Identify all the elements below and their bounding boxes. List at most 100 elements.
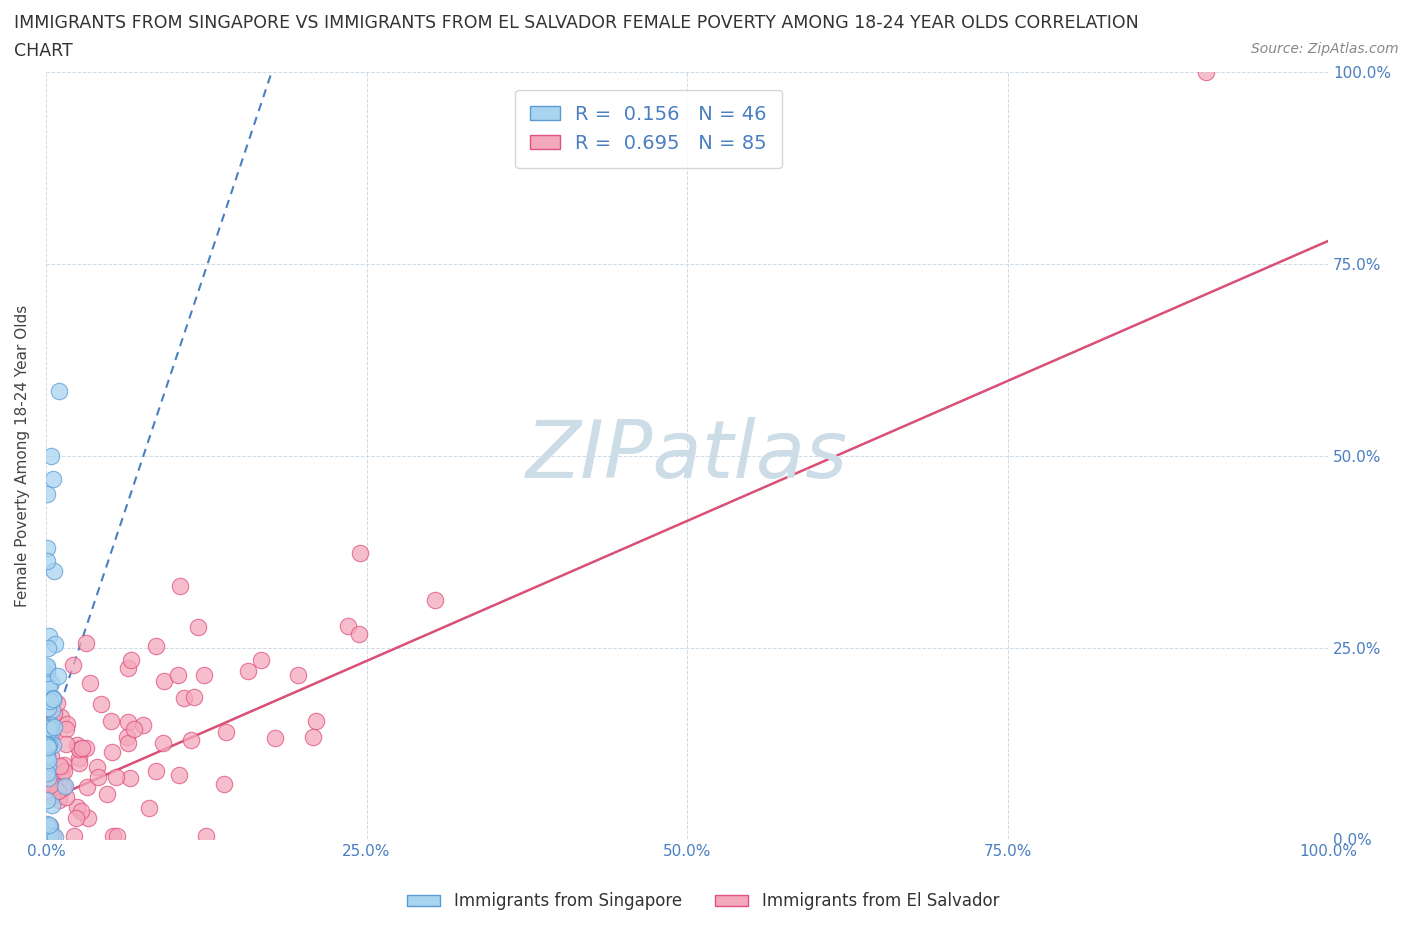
- Point: [38, 817, 60, 832]
- Point: [53, 764, 76, 778]
- Point: [90, 697, 112, 711]
- Point: [52, 780, 75, 795]
- Point: [42, 828, 65, 843]
- Point: [153, 674, 176, 689]
- Point: [37, 824, 59, 839]
- Legend: Immigrants from Singapore, Immigrants from El Salvador: Immigrants from Singapore, Immigrants fr…: [401, 885, 1005, 917]
- Point: [105, 828, 128, 843]
- Point: [39, 675, 62, 690]
- Point: [87, 770, 110, 785]
- Point: [35, 540, 58, 555]
- Point: [337, 618, 360, 633]
- Point: [35, 737, 58, 752]
- Point: [152, 736, 174, 751]
- Point: [38, 818, 60, 833]
- Point: [38, 629, 60, 644]
- Point: [79, 675, 101, 690]
- Point: [66, 800, 89, 815]
- Point: [38, 730, 60, 745]
- Point: [41, 798, 63, 813]
- Point: [183, 690, 205, 705]
- Point: [62, 658, 84, 672]
- Point: [76, 779, 98, 794]
- Point: [48, 383, 70, 398]
- Point: [44, 779, 66, 794]
- Point: [41, 703, 63, 718]
- Point: [41, 692, 63, 707]
- Point: [67, 755, 90, 770]
- Point: [39, 694, 62, 709]
- Point: [46, 668, 69, 683]
- Point: [305, 713, 328, 728]
- Point: [302, 729, 325, 744]
- Point: [37, 739, 59, 754]
- Point: [48, 759, 70, 774]
- Point: [35, 658, 58, 673]
- Text: Source: ZipAtlas.com: Source: ZipAtlas.com: [1251, 42, 1399, 56]
- Point: [35, 749, 58, 764]
- Point: [100, 714, 122, 729]
- Point: [37, 758, 59, 773]
- Point: [35, 660, 58, 675]
- Point: [63, 828, 86, 843]
- Point: [37, 720, 59, 735]
- Y-axis label: Female Poverty Among 18-24 Year Olds: Female Poverty Among 18-24 Year Olds: [15, 305, 30, 607]
- Point: [169, 578, 191, 593]
- Text: CHART: CHART: [14, 42, 73, 60]
- Point: [44, 830, 66, 844]
- Point: [187, 619, 209, 634]
- Point: [42, 719, 65, 734]
- Point: [86, 760, 108, 775]
- Point: [70, 740, 93, 755]
- Point: [46, 696, 69, 711]
- Point: [118, 771, 141, 786]
- Point: [42, 564, 65, 578]
- Point: [55, 722, 77, 737]
- Point: [53, 778, 76, 793]
- Point: [75, 635, 97, 650]
- Point: [56, 717, 79, 732]
- Point: [55, 790, 77, 804]
- Point: [41, 749, 63, 764]
- Point: [180, 732, 202, 747]
- Text: ZIPatlas: ZIPatlas: [526, 417, 848, 495]
- Point: [122, 722, 145, 737]
- Point: [195, 828, 218, 843]
- Point: [250, 652, 273, 667]
- Point: [39, 448, 62, 463]
- Point: [117, 661, 139, 676]
- Point: [287, 668, 309, 683]
- Text: IMMIGRANTS FROM SINGAPORE VS IMMIGRANTS FROM EL SALVADOR FEMALE POVERTY AMONG 18: IMMIGRANTS FROM SINGAPORE VS IMMIGRANTS …: [14, 14, 1139, 32]
- Point: [39, 718, 62, 733]
- Point: [65, 810, 87, 825]
- Point: [263, 731, 285, 746]
- Point: [39, 820, 62, 835]
- Point: [42, 472, 65, 486]
- Point: [67, 751, 90, 766]
- Point: [70, 804, 93, 818]
- Point: [38, 737, 60, 752]
- Point: [117, 736, 139, 751]
- Point: [96, 786, 118, 801]
- Point: [105, 769, 128, 784]
- Point: [42, 737, 65, 752]
- Point: [53, 778, 76, 793]
- Point: [37, 817, 59, 831]
- Point: [167, 668, 190, 683]
- Point: [69, 741, 91, 756]
- Point: [39, 726, 62, 741]
- Point: [38, 777, 60, 792]
- Point: [44, 637, 66, 652]
- Point: [51, 767, 73, 782]
- Point: [41, 726, 63, 741]
- Point: [38, 680, 60, 695]
- Point: [138, 800, 160, 815]
- Point: [41, 789, 63, 804]
- Point: [101, 745, 124, 760]
- Point: [53, 758, 76, 773]
- Point: [39, 717, 62, 732]
- Legend: R =  0.156   N = 46, R =  0.695   N = 85: R = 0.156 N = 46, R = 0.695 N = 85: [515, 89, 782, 168]
- Point: [42, 828, 65, 843]
- Point: [75, 740, 97, 755]
- Point: [35, 765, 58, 780]
